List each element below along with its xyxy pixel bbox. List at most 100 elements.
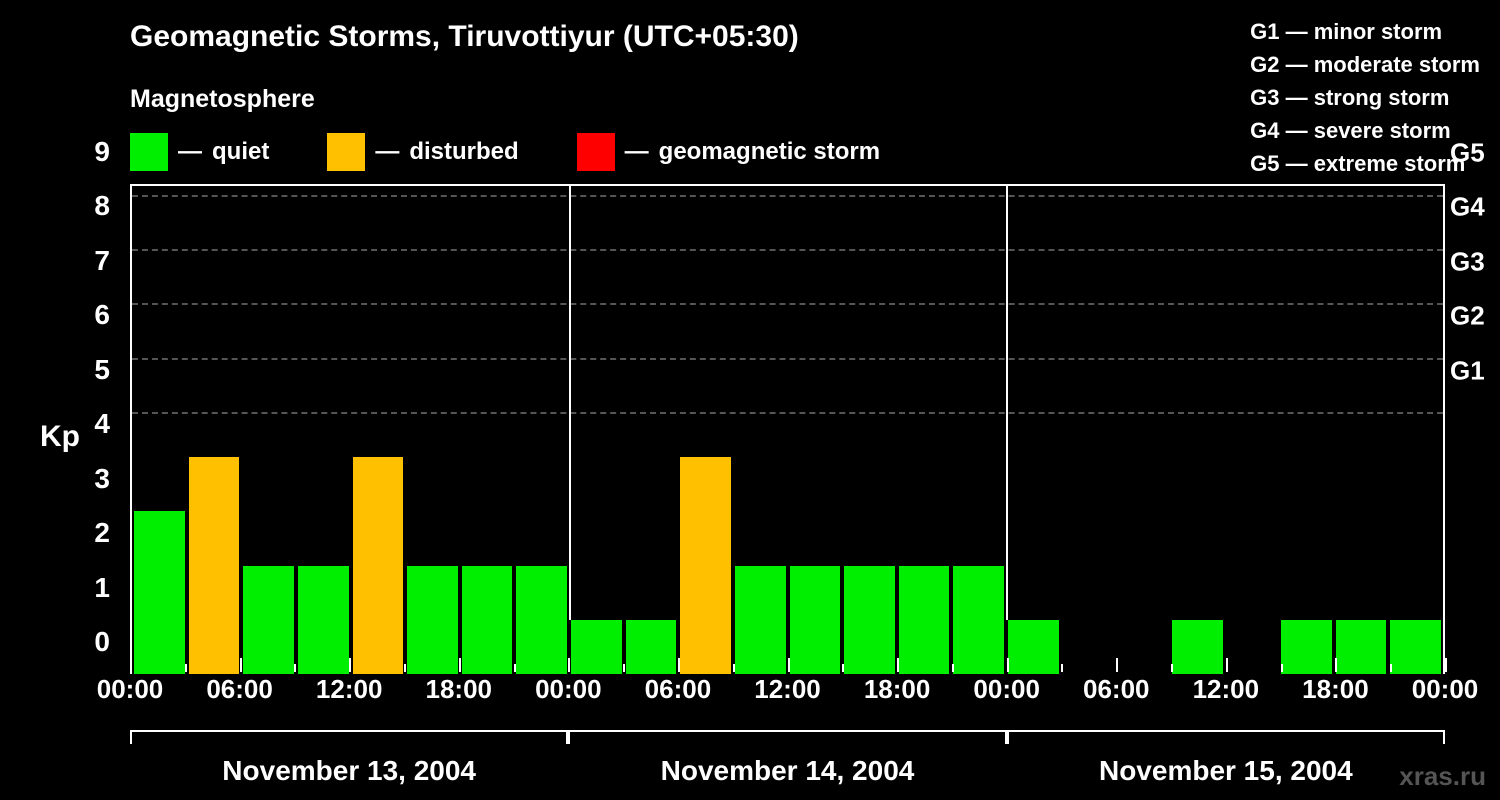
- bar-Nov14-06-09[interactable]: [678, 457, 733, 674]
- x-minor-tick-19: [1171, 664, 1173, 672]
- g-scale-legend: G1 — minor storm G2 — moderate storm G3 …: [1250, 15, 1480, 180]
- y-axis-tick-0: 0: [94, 626, 110, 658]
- bar-Nov14-03-06[interactable]: [624, 620, 679, 674]
- x-minor-tick-5: [404, 664, 406, 672]
- day-label-1: November 14, 2004: [661, 755, 915, 787]
- legend-item-quiet: — quiet: [130, 133, 269, 171]
- legend-item-storm: — geomagnetic storm: [577, 133, 880, 171]
- bar-Nov13-21-24[interactable]: [514, 566, 569, 674]
- x-tick-mark-0: [130, 658, 132, 672]
- bar-Nov15-18-21[interactable]: [1334, 620, 1389, 674]
- legend-label-storm: geomagnetic storm: [659, 138, 880, 166]
- chart-title: Geomagnetic Storms, Tiruvottiyur (UTC+05…: [130, 20, 799, 54]
- day-bracket-2: [1007, 730, 1445, 744]
- x-minor-tick-1: [185, 664, 187, 672]
- day-label-0: November 13, 2004: [222, 755, 476, 787]
- x-tick-label-10: 12:00: [1193, 674, 1260, 705]
- day-label-2: November 15, 2004: [1099, 755, 1353, 787]
- bar-Nov15-09-12[interactable]: [1170, 620, 1225, 674]
- x-tick-label-1: 06:00: [206, 674, 273, 705]
- x-minor-tick-3: [294, 664, 296, 672]
- x-tick-label-0: 00:00: [97, 674, 164, 705]
- y-axis-tick-7: 7: [94, 245, 110, 277]
- x-tick-mark-1: [240, 658, 242, 672]
- x-tick-label-12: 00:00: [1412, 674, 1479, 705]
- x-tick-mark-9: [1116, 658, 1118, 672]
- legend-item-disturbed: — disturbed: [327, 133, 518, 171]
- x-minor-tick-13: [842, 664, 844, 672]
- bar-Nov14-12-15[interactable]: [788, 566, 843, 674]
- day-bracket-0: [130, 730, 568, 744]
- x-tick-label-3: 18:00: [426, 674, 493, 705]
- bar-Nov13-18-21[interactable]: [460, 566, 515, 674]
- x-tick-label-4: 00:00: [535, 674, 602, 705]
- g-legend-item-4: G5 — extreme storm: [1250, 147, 1480, 180]
- bar-Nov13-03-06[interactable]: [187, 457, 242, 674]
- x-tick-mark-4: [568, 658, 570, 672]
- x-minor-tick-11: [733, 664, 735, 672]
- bar-Nov13-12-15[interactable]: [351, 457, 406, 674]
- x-minor-tick-21: [1281, 664, 1283, 672]
- g-axis-tick-G2: G2: [1450, 301, 1485, 332]
- g-axis-tick-G3: G3: [1450, 246, 1485, 277]
- storm-swatch-icon: [577, 133, 615, 171]
- x-tick-label-6: 12:00: [754, 674, 821, 705]
- g-legend-item-0: G1 — minor storm: [1250, 15, 1480, 48]
- bar-Nov14-15-18[interactable]: [842, 566, 897, 674]
- g-axis-tick-G4: G4: [1450, 192, 1485, 223]
- bar-Nov13-00-03[interactable]: [132, 511, 187, 674]
- x-minor-tick-9: [623, 664, 625, 672]
- g-legend-item-2: G3 — strong storm: [1250, 81, 1480, 114]
- chart-root: Geomagnetic Storms, Tiruvottiyur (UTC+05…: [0, 0, 1500, 800]
- g-legend-item-1: G2 — moderate storm: [1250, 48, 1480, 81]
- quiet-swatch-icon: [130, 133, 168, 171]
- y-axis-tick-2: 2: [94, 517, 110, 549]
- x-minor-tick-15: [952, 664, 954, 672]
- x-tick-label-2: 12:00: [316, 674, 383, 705]
- x-tick-label-7: 18:00: [864, 674, 931, 705]
- bars-container: [132, 186, 1443, 674]
- watermark-text: xras.ru: [1399, 761, 1486, 792]
- x-tick-mark-2: [349, 658, 351, 672]
- g-axis-tick-G5: G5: [1450, 138, 1485, 169]
- y-axis-tick-5: 5: [94, 354, 110, 386]
- bar-Nov13-06-09[interactable]: [241, 566, 296, 674]
- y-axis-tick-4: 4: [94, 408, 110, 440]
- x-tick-label-8: 00:00: [973, 674, 1040, 705]
- day-brackets: [130, 730, 1445, 750]
- g-axis-labels: G1 G2 G3 G4 G5: [1450, 184, 1500, 674]
- legend-label-quiet: quiet: [212, 138, 269, 166]
- x-tick-mark-12: [1445, 658, 1447, 672]
- bar-Nov13-09-12[interactable]: [296, 566, 351, 674]
- x-tick-mark-3: [459, 658, 461, 672]
- g-axis-tick-G1: G1: [1450, 355, 1485, 386]
- bar-Nov14-09-12[interactable]: [733, 566, 788, 674]
- x-minor-tick-23: [1390, 664, 1392, 672]
- plot-area: [130, 184, 1445, 674]
- x-tick-mark-8: [1007, 658, 1009, 672]
- bar-Nov15-21-24[interactable]: [1388, 620, 1443, 674]
- y-axis-labels: 0123456789: [60, 184, 120, 674]
- y-axis-tick-8: 8: [94, 190, 110, 222]
- g-legend-item-3: G4 — severe storm: [1250, 114, 1480, 147]
- legend-row: — quiet — disturbed — geomagnetic storm: [130, 133, 920, 171]
- bar-Nov15-15-18[interactable]: [1279, 620, 1334, 674]
- day-bracket-1: [568, 730, 1006, 744]
- x-tick-mark-7: [897, 658, 899, 672]
- x-tick-label-11: 18:00: [1302, 674, 1369, 705]
- bar-Nov15-00-03[interactable]: [1006, 620, 1061, 674]
- x-tick-mark-10: [1226, 658, 1228, 672]
- bar-Nov14-18-21[interactable]: [897, 566, 952, 674]
- bar-Nov14-21-24[interactable]: [951, 566, 1006, 674]
- y-axis-tick-9: 9: [94, 136, 110, 168]
- disturbed-swatch-icon: [327, 133, 365, 171]
- y-axis-tick-3: 3: [94, 463, 110, 495]
- x-tick-mark-11: [1335, 658, 1337, 672]
- x-tick-label-5: 06:00: [645, 674, 712, 705]
- y-axis-tick-6: 6: [94, 299, 110, 331]
- y-axis-tick-1: 1: [94, 572, 110, 604]
- bar-Nov14-00-03[interactable]: [569, 620, 624, 674]
- bar-Nov13-15-18[interactable]: [405, 566, 460, 674]
- x-tick-label-9: 06:00: [1083, 674, 1150, 705]
- x-tick-mark-5: [678, 658, 680, 672]
